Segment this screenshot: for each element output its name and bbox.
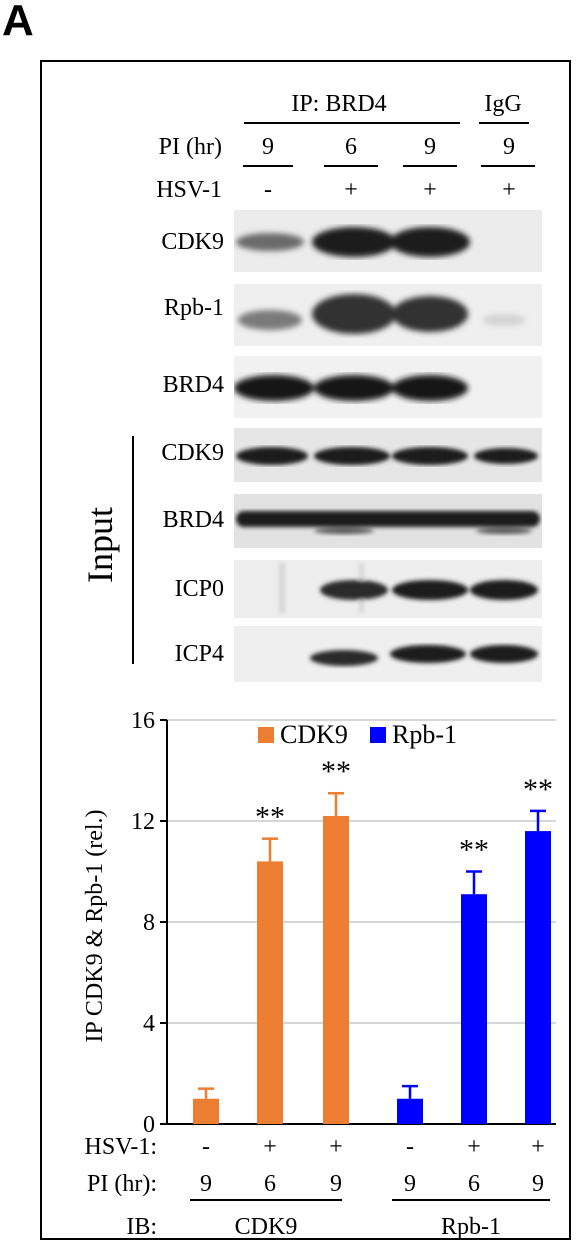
hsv-row-value: +: [531, 1134, 545, 1160]
significance-label: **: [321, 755, 351, 788]
blot-row-label: BRD4: [162, 372, 224, 398]
pi-row-value: 6: [264, 1171, 276, 1197]
significance-label: **: [459, 834, 489, 867]
y-tick-label: 0: [143, 1112, 155, 1138]
pi-underline: [403, 165, 457, 167]
y-axis-label: IP CDK9 & Rpb-1 (rel.): [82, 809, 108, 1042]
panel-label: A: [2, 0, 34, 45]
pi-row-value: 9: [404, 1171, 416, 1197]
ip-underline: [244, 122, 460, 124]
hsv-row-value: -: [202, 1134, 210, 1160]
hsv-row-value: +: [263, 1134, 277, 1160]
legend-swatch: [258, 727, 274, 743]
blot-row-label: CDK9: [161, 229, 224, 255]
igg-underline: [479, 122, 529, 124]
bar: [323, 815, 349, 1124]
legend-label: CDK9: [280, 720, 348, 749]
y-tick-label: 16: [131, 708, 155, 734]
hsv-value: +: [423, 177, 437, 203]
pi-row-value: 9: [532, 1171, 544, 1197]
blot-row-label: ICP0: [174, 576, 224, 602]
blot-row-label: ICP4: [174, 641, 224, 667]
blot-row-label: Rpb-1: [164, 295, 224, 321]
blot-row-label: CDK9: [161, 440, 224, 466]
blot-image-ip-brd4: [234, 356, 542, 418]
blot-image-input-icp4: [234, 626, 542, 682]
igg-label: IgG: [484, 91, 522, 117]
pi-value: 6: [345, 134, 357, 160]
pi-value: 9: [503, 134, 515, 160]
bar: [193, 1098, 219, 1124]
pi-row-label: PI (hr):: [87, 1171, 157, 1197]
significance-label: **: [255, 801, 285, 834]
ib-group-label: Rpb-1: [441, 1214, 501, 1240]
hsv-row-value: +: [329, 1134, 343, 1160]
significance-label: **: [523, 773, 553, 806]
legend-swatch: [370, 727, 386, 743]
hsv-label: HSV-1: [156, 177, 222, 203]
hsv-value: +: [344, 177, 358, 203]
y-tick-label: 12: [131, 809, 155, 835]
bar: [397, 1098, 423, 1124]
blot-image-input-brd4: [234, 494, 542, 548]
hsv-value: +: [502, 177, 516, 203]
legend-label: Rpb-1: [392, 720, 457, 749]
pi-underline: [481, 165, 535, 167]
pi-value: 9: [262, 134, 274, 160]
bar: [461, 894, 487, 1124]
ip-label: IP: BRD4: [291, 91, 387, 117]
pi-underline: [324, 165, 378, 167]
hsv-row-value: +: [467, 1134, 481, 1160]
hsv-row-value: -: [406, 1134, 414, 1160]
input-bracket: [132, 436, 134, 664]
hsv-value: -: [264, 177, 272, 203]
bar: [525, 831, 551, 1124]
pi-underline: [243, 165, 293, 167]
figure-frame: [40, 60, 571, 1240]
pi-row-value: 9: [200, 1171, 212, 1197]
ib-group-label: CDK9: [235, 1214, 298, 1240]
blot-image-ip-rpb1: [234, 284, 542, 346]
y-tick-label: 8: [143, 910, 155, 936]
blot-image-ip-cdk9: [234, 210, 542, 272]
pi-row-value: 6: [468, 1171, 480, 1197]
ib-row-label: IB:: [126, 1214, 157, 1240]
blot-image-input-icp0: [234, 560, 542, 618]
hsv-row-label: HSV-1:: [85, 1134, 157, 1160]
bar: [257, 861, 283, 1124]
y-tick-label: 4: [143, 1011, 155, 1037]
blot-image-input-cdk9: [234, 428, 542, 482]
pi-row-value: 9: [330, 1171, 342, 1197]
pi-label: PI (hr): [158, 134, 222, 160]
blot-row-label: BRD4: [162, 507, 224, 533]
pi-value: 9: [424, 134, 436, 160]
